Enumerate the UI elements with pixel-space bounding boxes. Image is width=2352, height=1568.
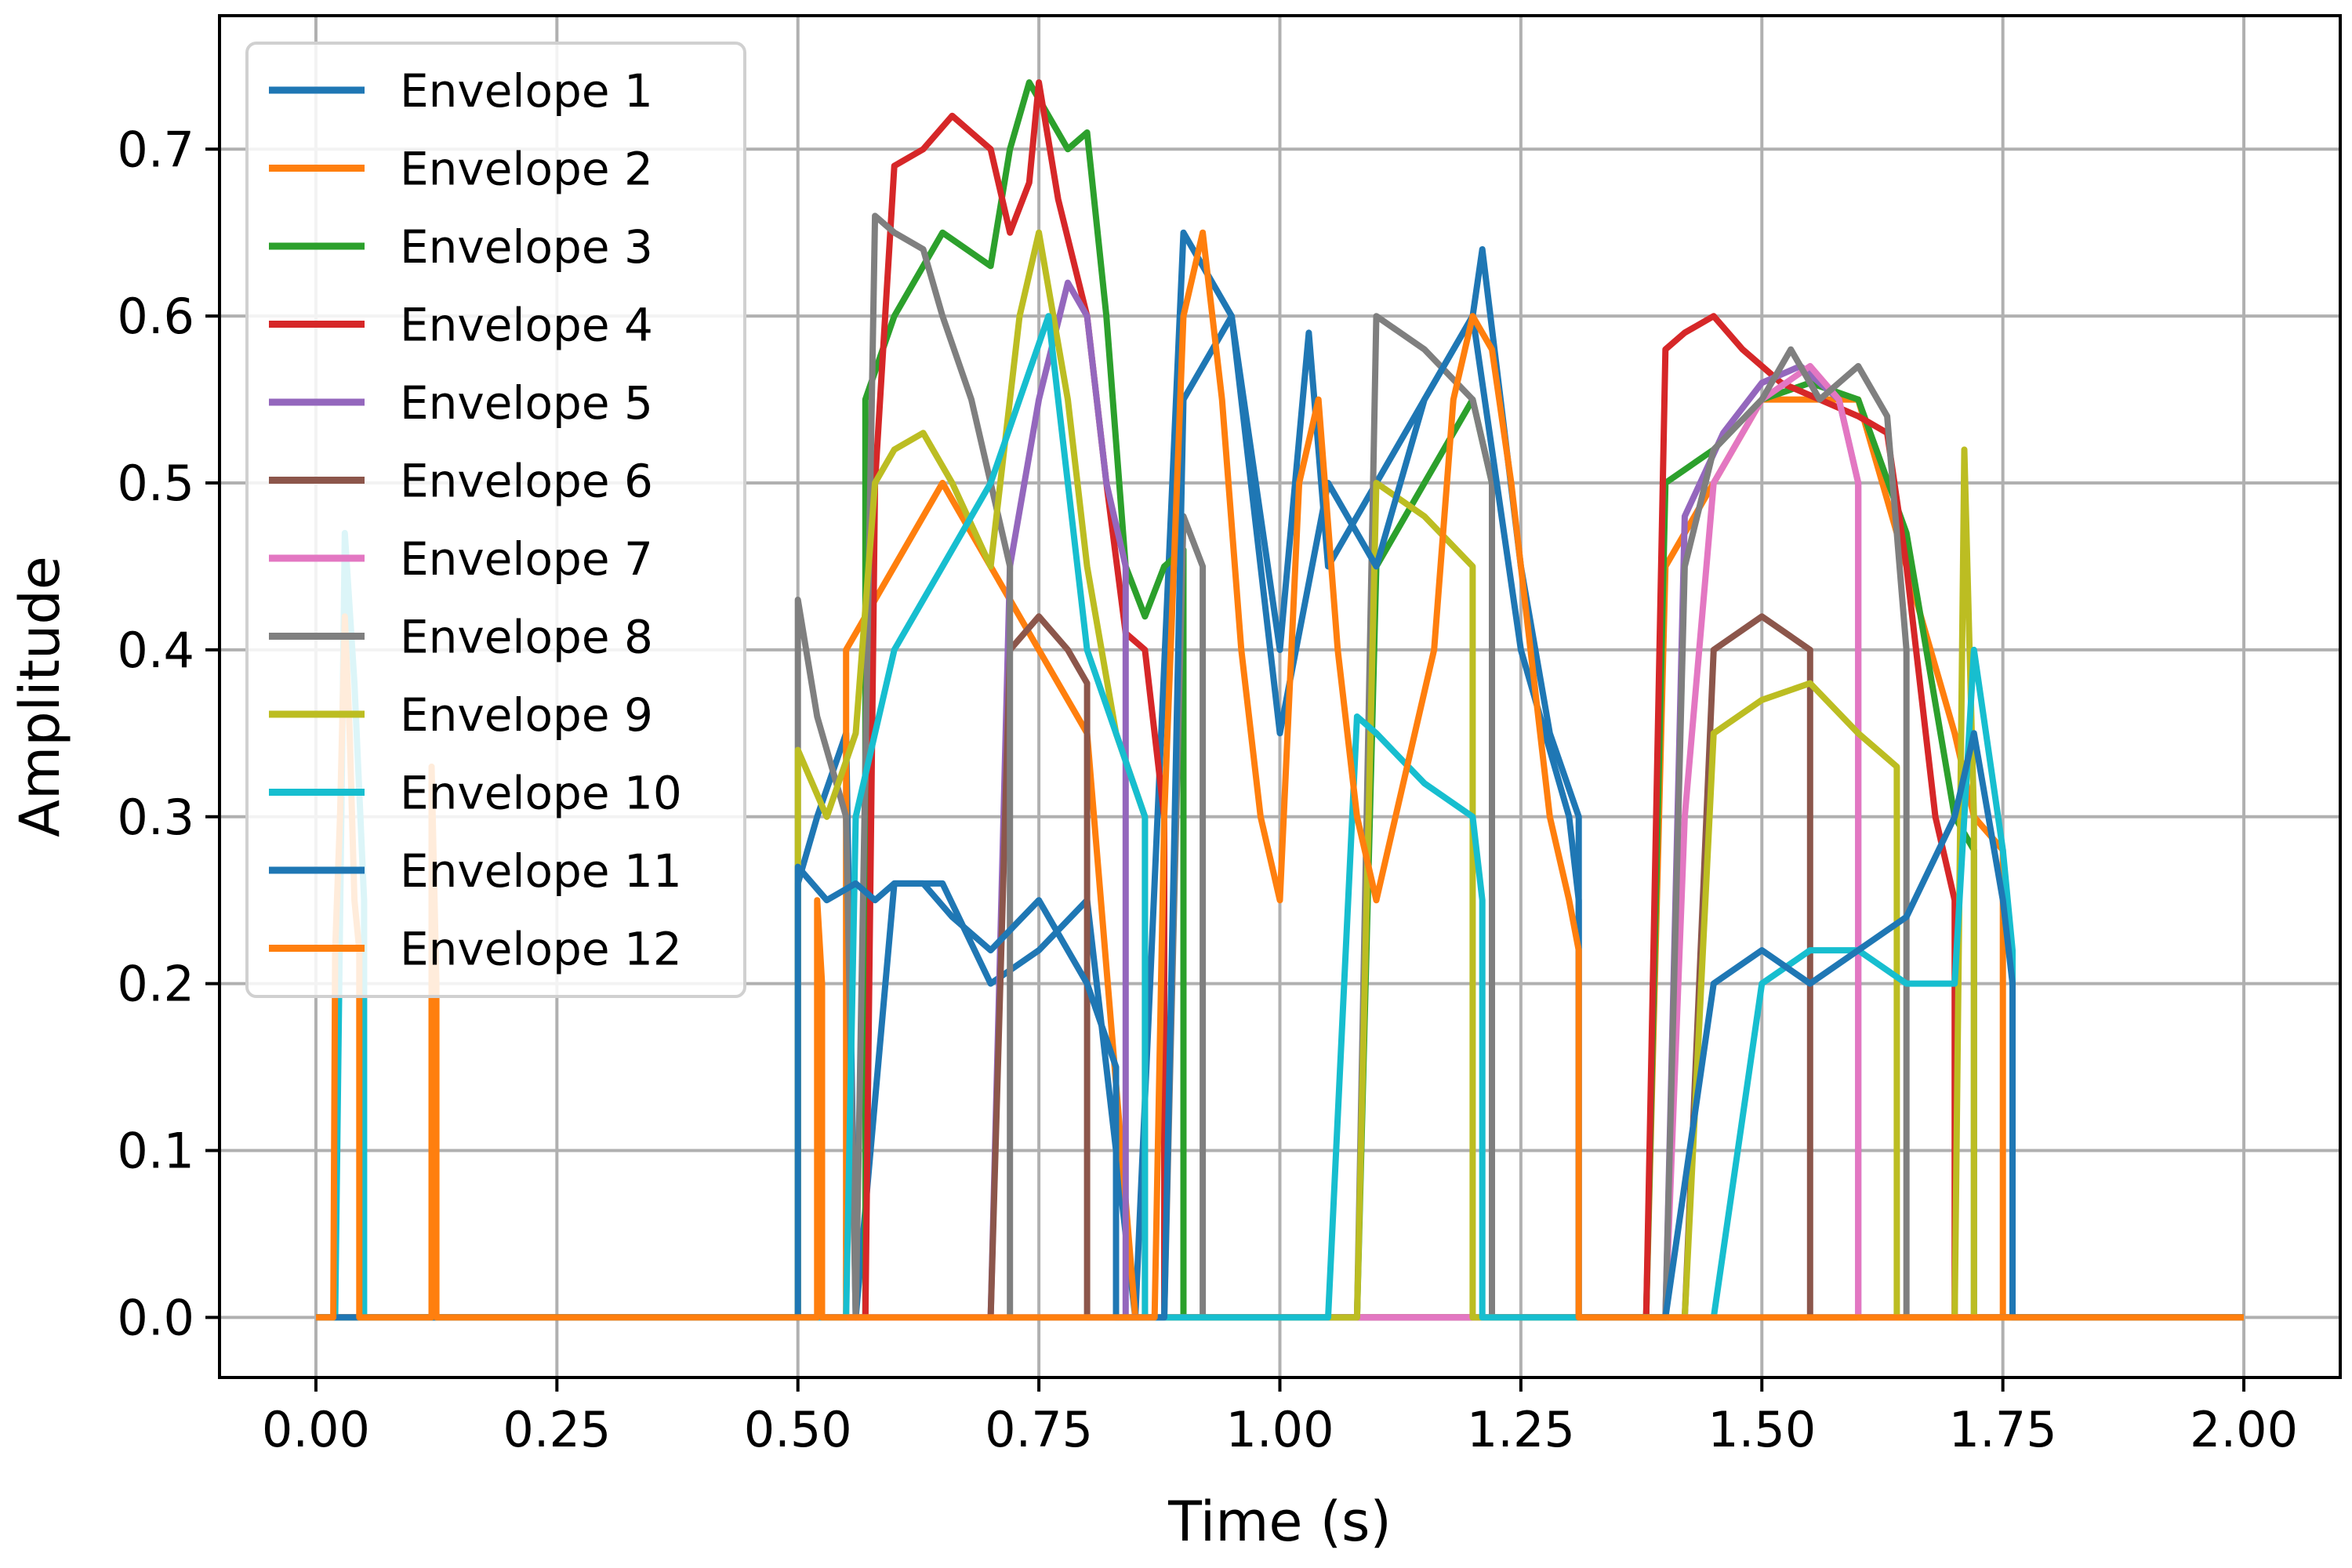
y-tick-label: 0.5 bbox=[117, 455, 194, 512]
legend-label: Envelope 9 bbox=[400, 688, 653, 742]
legend-label: Envelope 6 bbox=[400, 455, 653, 508]
y-axis: 0.0 0.1 0.2 0.3 0.4 0.5 0.6 0.7 bbox=[117, 121, 220, 1346]
y-tick-label: 0.0 bbox=[117, 1289, 194, 1346]
series-line-7 bbox=[316, 363, 2244, 1321]
x-tick-label: 1.75 bbox=[1949, 1401, 2057, 1458]
x-tick-label: 0.25 bbox=[503, 1401, 611, 1458]
legend-label: Envelope 5 bbox=[400, 376, 653, 430]
x-tick-label: 0.50 bbox=[744, 1401, 852, 1458]
series-lines bbox=[316, 79, 2244, 1321]
x-tick-label: 0.00 bbox=[262, 1401, 370, 1458]
y-axis-label: Amplitude bbox=[8, 556, 72, 837]
y-tick-label: 0.7 bbox=[117, 121, 194, 178]
y-tick-label: 0.3 bbox=[117, 789, 194, 846]
x-tick-label: 2.00 bbox=[2190, 1401, 2298, 1458]
legend-label: Envelope 3 bbox=[400, 220, 653, 274]
y-tick-label: 0.6 bbox=[117, 288, 194, 345]
legend-label: Envelope 12 bbox=[400, 923, 682, 976]
legend-label: Envelope 10 bbox=[400, 767, 682, 820]
series-line-11 bbox=[316, 313, 2244, 1321]
y-tick-label: 0.4 bbox=[117, 622, 194, 679]
x-axis-label: Time (s) bbox=[1167, 1490, 1392, 1554]
legend-label: Envelope 4 bbox=[400, 299, 653, 352]
x-tick-label: 0.75 bbox=[985, 1401, 1093, 1458]
y-tick-label: 0.1 bbox=[117, 1123, 194, 1180]
series-line-4 bbox=[316, 79, 2244, 1321]
legend-label: Envelope 11 bbox=[400, 844, 682, 898]
x-tick-label: 1.25 bbox=[1467, 1401, 1575, 1458]
legend-label: Envelope 1 bbox=[400, 64, 653, 118]
legend-label: Envelope 2 bbox=[400, 143, 653, 196]
legend-label: Envelope 7 bbox=[400, 532, 653, 586]
x-tick-label: 1.50 bbox=[1708, 1401, 1816, 1458]
legend-box bbox=[245, 42, 746, 998]
x-axis: 0.00 0.25 0.50 0.75 1.00 1.25 1.50 1.75 2.00 bbox=[262, 1377, 2298, 1458]
legend: Envelope 1 Envelope 2 Envelope 3 Envelope 4… bbox=[245, 42, 746, 998]
x-tick-label: 1.00 bbox=[1225, 1401, 1334, 1458]
legend-label: Envelope 8 bbox=[400, 611, 653, 664]
y-tick-label: 0.2 bbox=[117, 956, 194, 1013]
